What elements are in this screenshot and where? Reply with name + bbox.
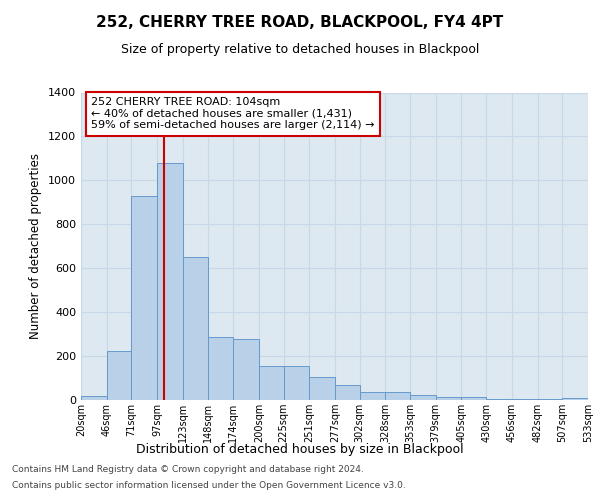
Bar [486,399,512,400]
Bar [208,338,233,400]
Bar [538,399,562,400]
Text: Contains HM Land Registry data © Crown copyright and database right 2024.: Contains HM Land Registry data © Crown c… [12,466,364,474]
Bar [385,392,410,400]
Text: 252, CHERRY TREE ROAD, BLACKPOOL, FY4 4PT: 252, CHERRY TREE ROAD, BLACKPOOL, FY4 4P… [97,15,503,30]
Bar [157,163,183,400]
Bar [107,350,131,400]
Bar [512,399,538,400]
Bar [183,257,208,400]
Bar [461,396,486,400]
Bar [233,338,259,400]
Bar [284,366,309,400]
Bar [436,396,461,400]
Bar [131,196,157,400]
Bar [360,392,385,400]
Bar [309,377,335,400]
Bar [410,394,436,400]
Text: Contains public sector information licensed under the Open Government Licence v3: Contains public sector information licen… [12,480,406,490]
Bar [259,366,284,400]
Bar [335,385,360,400]
Bar [81,396,107,400]
Y-axis label: Number of detached properties: Number of detached properties [29,153,43,339]
Bar [562,398,588,400]
Text: 252 CHERRY TREE ROAD: 104sqm
← 40% of detached houses are smaller (1,431)
59% of: 252 CHERRY TREE ROAD: 104sqm ← 40% of de… [91,97,374,130]
Text: Size of property relative to detached houses in Blackpool: Size of property relative to detached ho… [121,42,479,56]
Text: Distribution of detached houses by size in Blackpool: Distribution of detached houses by size … [136,442,464,456]
